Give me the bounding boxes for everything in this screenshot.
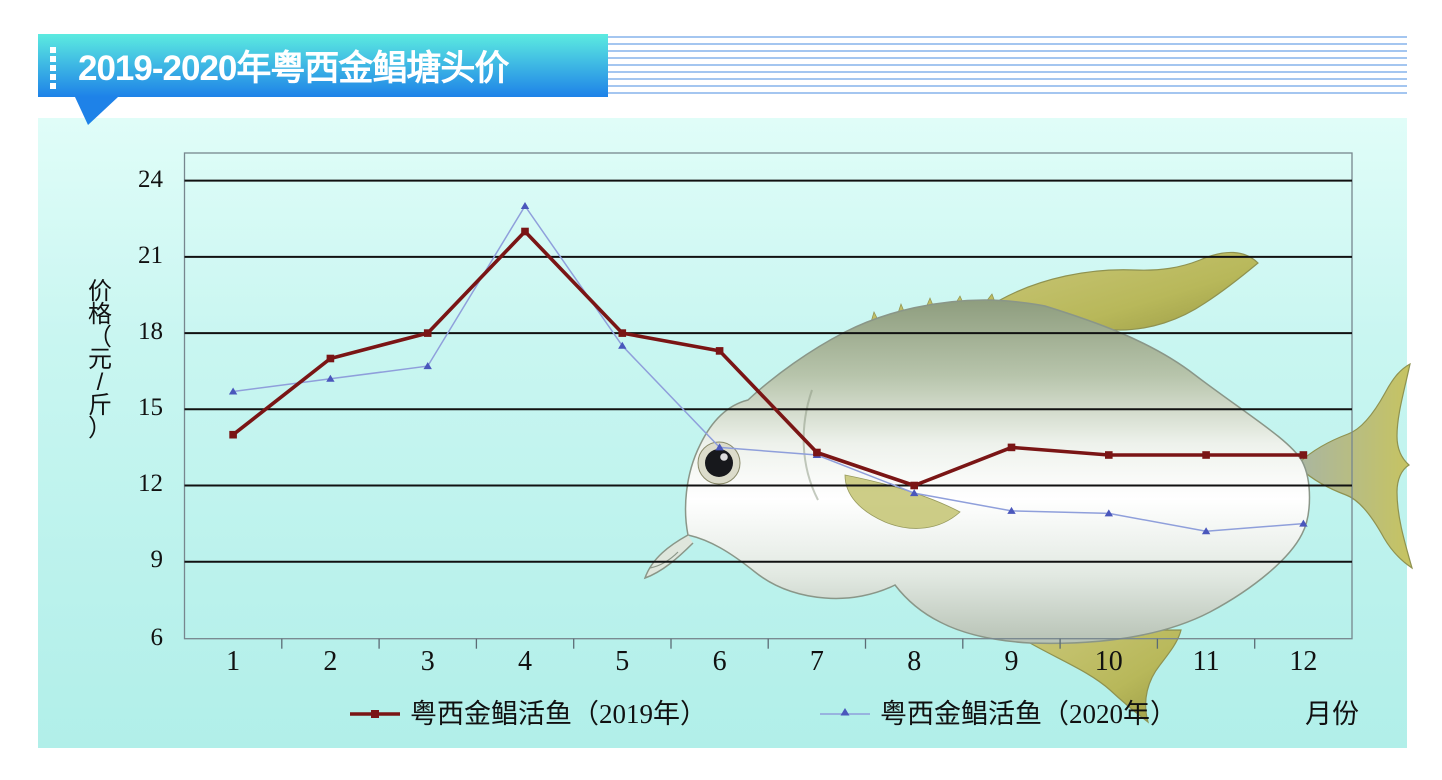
svg-text:1: 1 [226,646,240,677]
svg-text:24: 24 [138,166,164,193]
svg-text:粤西金鲳活鱼（2019年）: 粤西金鲳活鱼（2019年） [410,699,707,729]
svg-text:11: 11 [1193,646,1220,677]
svg-text:9: 9 [151,546,164,573]
svg-text:12: 12 [1289,646,1317,677]
svg-text:）: ） [88,415,112,442]
svg-text:9: 9 [1005,646,1019,677]
svg-text:6: 6 [713,646,727,677]
svg-text:4: 4 [518,646,532,677]
svg-text:10: 10 [1095,646,1123,677]
svg-text:6: 6 [151,624,164,651]
svg-text:8: 8 [907,646,921,677]
svg-text:3: 3 [421,646,435,677]
svg-text:2: 2 [323,646,337,677]
svg-text:18: 18 [138,318,163,345]
svg-text:5: 5 [615,646,629,677]
svg-text:15: 15 [138,394,163,421]
svg-text:粤西金鲳活鱼（2020年）: 粤西金鲳活鱼（2020年） [880,699,1177,729]
svg-text:7: 7 [810,646,824,677]
svg-text:月份: 月份 [1305,699,1359,729]
svg-text:21: 21 [138,242,163,269]
svg-text:12: 12 [138,470,163,497]
